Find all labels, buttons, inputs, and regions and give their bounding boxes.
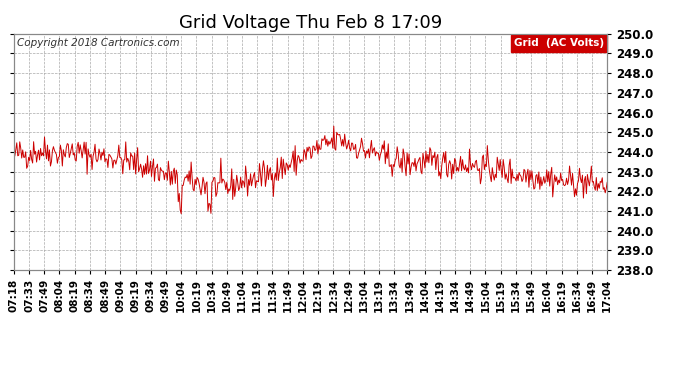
Text: Copyright 2018 Cartronics.com: Copyright 2018 Cartronics.com xyxy=(17,39,179,48)
Title: Grid Voltage Thu Feb 8 17:09: Grid Voltage Thu Feb 8 17:09 xyxy=(179,14,442,32)
Text: Grid  (AC Volts): Grid (AC Volts) xyxy=(514,39,604,48)
